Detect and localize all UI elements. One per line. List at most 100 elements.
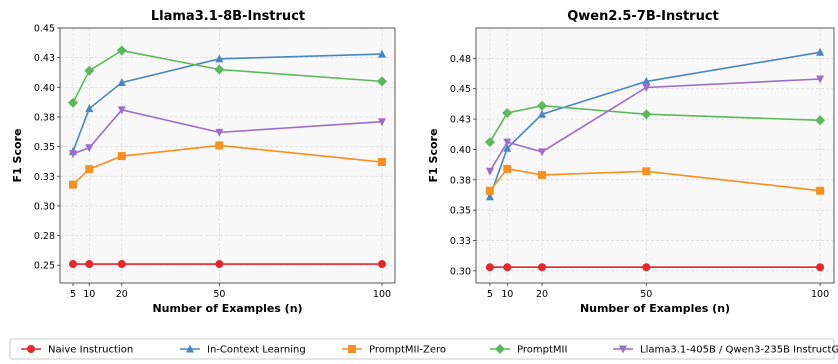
data-point	[642, 263, 651, 272]
x-tick-label: 50	[640, 289, 652, 300]
legend-marker	[348, 345, 356, 353]
data-point	[641, 109, 652, 120]
x-tick-label: 20	[116, 289, 128, 300]
data-point	[377, 158, 386, 167]
y-tick-label: 0.33	[450, 236, 471, 247]
series-llama3-1-405b-qwen3-235b-instructgen	[485, 75, 825, 176]
series-promptmii-zero	[69, 141, 386, 189]
data-point	[503, 138, 512, 147]
data-point	[816, 263, 825, 272]
data-point	[117, 78, 126, 87]
legend-label: Llama3.1-405B / Qwen3-235B InstructGen	[640, 345, 838, 356]
plot-area	[60, 28, 395, 283]
series-llama3-1-405b-qwen3-235b-instructgen	[69, 106, 386, 159]
x-tick-label: 50	[213, 289, 225, 300]
data-point	[485, 167, 494, 176]
data-point	[85, 144, 94, 153]
y-tick-label: 0.35	[34, 142, 55, 153]
legend-item-naive-instruction: Naive Instruction	[21, 345, 133, 356]
data-point	[485, 186, 494, 195]
y-tick-label: 0.25	[34, 261, 55, 272]
y-axis-label: F1 Score	[11, 129, 24, 183]
data-point	[503, 164, 512, 173]
data-point	[85, 104, 94, 113]
data-point	[117, 152, 126, 161]
legend-label: PromptMII-Zero	[369, 345, 446, 356]
legend: Naive Instruction In-Context Learning Prom…	[9, 338, 838, 360]
legend-marker	[495, 344, 505, 354]
data-point	[816, 186, 825, 195]
legend-marker	[27, 345, 35, 353]
y-tick-label: 0.30	[450, 266, 471, 277]
legend-item-promptmii: PromptMII	[490, 344, 567, 356]
x-tick-label: 5	[70, 289, 76, 300]
data-point	[538, 170, 547, 179]
plot-frame	[59, 27, 396, 284]
legend-item-llama3-1-405b-qwen3-235b-instructgen: Llama3.1-405B / Qwen3-235B InstructGen	[613, 345, 838, 356]
data-point	[215, 54, 224, 63]
data-point	[377, 260, 386, 269]
series-promptmii-zero	[485, 164, 825, 195]
data-point	[538, 148, 547, 157]
y-tick-label: 0.30	[34, 201, 55, 212]
plot-area	[476, 28, 834, 283]
chart-title: Qwen2.5-7B-Instruct	[567, 9, 719, 24]
legend-label: PromptMII	[517, 345, 567, 356]
x-tick-label: 5	[487, 289, 493, 300]
legend-item-promptmii-zero: PromptMII-Zero	[342, 345, 446, 356]
chart-qwen: 0.30 0.33 0.35 0.38 0.40 0.43 0.45 0.48 5 10 20 50 1…	[427, 9, 835, 315]
y-tick-label: 0.40	[34, 83, 55, 94]
data-point	[485, 192, 494, 201]
y-tick-label: 0.43	[34, 53, 55, 64]
y-tick-label: 0.28	[34, 231, 55, 242]
x-tick-label: 100	[811, 289, 829, 300]
series-promptmii	[68, 45, 387, 108]
data-point	[214, 64, 225, 75]
data-point	[215, 260, 224, 269]
legend-box	[9, 338, 835, 360]
series-naive-instruction	[485, 263, 825, 272]
legend-marker	[619, 345, 627, 354]
data-point	[117, 106, 126, 115]
y-tick-label: 0.40	[450, 145, 471, 156]
data-point	[215, 141, 224, 150]
x-tick-label: 100	[373, 289, 391, 300]
data-point	[642, 84, 651, 92]
data-point	[117, 260, 126, 269]
data-point	[116, 45, 127, 56]
plot-frame	[475, 27, 835, 284]
y-tick-label: 0.45	[34, 24, 55, 35]
grid	[476, 28, 834, 283]
y-tick-label: 0.48	[450, 54, 471, 65]
series-in-context-learning	[69, 49, 386, 155]
data-point	[377, 118, 386, 127]
legend-item-in-context-learning: In-Context Learning	[180, 344, 306, 356]
y-tick-label: 0.33	[34, 172, 55, 183]
data-point	[85, 165, 94, 174]
data-point	[538, 263, 547, 272]
data-point	[85, 260, 94, 269]
series-in-context-learning	[485, 47, 825, 201]
x-axis-label: Number of Examples (n)	[580, 302, 730, 315]
y-tick-label: 0.35	[450, 206, 471, 217]
data-point	[69, 260, 78, 269]
data-point	[215, 128, 224, 137]
series-naive-instruction	[69, 260, 386, 269]
data-point	[69, 150, 78, 159]
data-point	[68, 97, 79, 108]
data-point	[502, 108, 513, 118]
y-tick-label: 0.43	[450, 115, 471, 126]
legend-label: Naive Instruction	[48, 345, 133, 356]
data-point	[816, 47, 825, 56]
x-axis-label: Number of Examples (n)	[152, 302, 302, 315]
legend-label: In-Context Learning	[207, 345, 306, 356]
series-promptmii	[484, 100, 826, 148]
y-tick-label: 0.45	[450, 84, 471, 95]
data-point	[69, 180, 78, 189]
x-tick-label: 20	[536, 289, 548, 300]
y-tick-label: 0.38	[34, 112, 55, 123]
data-point	[642, 167, 651, 176]
y-axis-label: F1 Score	[427, 129, 440, 183]
